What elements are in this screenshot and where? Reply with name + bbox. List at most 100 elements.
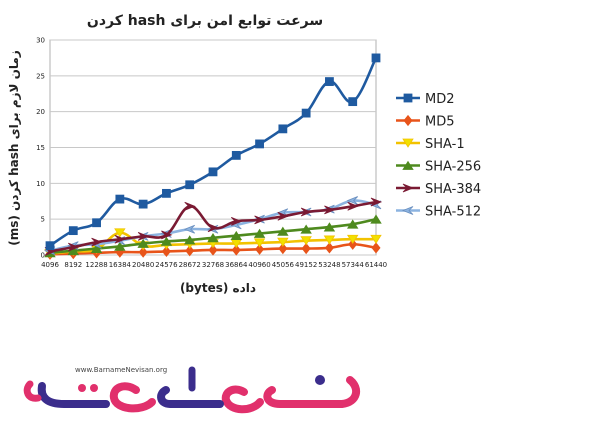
data-point xyxy=(324,205,336,215)
data-point xyxy=(371,242,381,254)
data-point xyxy=(255,243,265,255)
data-point xyxy=(160,236,173,246)
data-point xyxy=(114,234,126,244)
y-tick-label: 20 xyxy=(36,108,45,116)
data-point xyxy=(346,234,359,244)
x-tick-label: 20480 xyxy=(132,261,154,269)
x-tick-label: 4096 xyxy=(41,261,59,269)
grid-lines xyxy=(50,39,376,256)
data-point xyxy=(185,180,195,190)
chart-title: سرعت توابع امن برای hash کردن xyxy=(87,13,323,29)
series-layer xyxy=(43,53,383,260)
legend-item-sha-1: SHA-1 xyxy=(396,137,465,152)
series-sha-384 xyxy=(44,197,383,256)
data-point xyxy=(207,223,220,233)
data-point xyxy=(208,167,218,177)
data-point xyxy=(183,235,196,245)
data-point xyxy=(68,242,80,252)
chart: سرعت توابع امن برای hash کردن 0 5 10 15 20 25… xyxy=(7,13,481,295)
data-point xyxy=(92,218,101,228)
data-point xyxy=(323,235,336,245)
legend-item-sha-384: SHA-384 xyxy=(396,182,481,197)
legend-marker xyxy=(403,93,413,103)
y-axis-title: زمان لازم برای hash کردن (ms) xyxy=(7,50,22,246)
legend-label: SHA-384 xyxy=(425,182,481,197)
data-point xyxy=(91,237,103,247)
data-point xyxy=(162,188,171,198)
data-point xyxy=(208,244,218,256)
data-point xyxy=(300,224,312,234)
legend-marker xyxy=(401,206,414,215)
legend-item-md5: MD5 xyxy=(396,115,455,130)
x-tick-label: 49152 xyxy=(295,261,317,269)
data-point xyxy=(301,242,311,255)
x-tick-label: 24576 xyxy=(155,261,178,269)
data-point xyxy=(325,77,334,86)
data-point xyxy=(278,124,288,134)
x-tick-label: 53248 xyxy=(318,261,340,269)
legend-marker xyxy=(403,114,413,127)
data-point xyxy=(161,245,171,258)
data-point xyxy=(231,150,241,160)
data-point xyxy=(371,53,381,63)
data-point xyxy=(253,228,266,238)
data-point xyxy=(253,238,266,248)
legend-label: SHA-256 xyxy=(425,160,481,175)
data-point xyxy=(370,214,382,224)
x-tick-label: 61440 xyxy=(365,261,387,269)
y-tick-label: 30 xyxy=(36,37,45,45)
data-point xyxy=(68,226,78,236)
data-point xyxy=(114,241,126,251)
y-tick-label: 10 xyxy=(36,180,45,188)
data-point xyxy=(231,216,243,226)
data-point xyxy=(45,241,55,251)
data-point xyxy=(300,207,313,217)
data-point xyxy=(90,243,103,253)
data-point xyxy=(277,237,289,247)
data-point xyxy=(183,224,195,234)
x-tick-label: 45056 xyxy=(272,261,295,269)
data-point xyxy=(348,238,358,250)
legend-label: MD2 xyxy=(425,92,455,107)
x-tick-label: 32768 xyxy=(202,261,224,269)
data-point xyxy=(323,222,336,232)
data-point xyxy=(348,97,358,107)
y-tick-label: 5 xyxy=(41,216,45,224)
legend-marker xyxy=(402,138,414,148)
x-tick-label: 8192 xyxy=(64,261,82,269)
data-point xyxy=(114,228,126,238)
data-point xyxy=(254,215,266,225)
data-point xyxy=(347,201,359,211)
logo: www.BarnameNevisan.org xyxy=(23,366,361,414)
data-point xyxy=(277,211,289,221)
data-point xyxy=(67,245,80,256)
data-point xyxy=(138,246,148,258)
data-point xyxy=(207,233,219,243)
series-md2 xyxy=(45,53,381,251)
data-point xyxy=(370,197,383,207)
x-tick-label: 12288 xyxy=(85,261,107,269)
data-point xyxy=(137,231,150,241)
x-axis-ticks: 4096 8192 12288 16384 20480 24576 28672 32768 36… xyxy=(41,261,387,269)
legend-label: SHA-512 xyxy=(425,205,481,220)
data-point xyxy=(137,238,149,248)
data-point xyxy=(370,234,382,244)
data-point xyxy=(115,194,125,204)
data-point xyxy=(346,219,359,229)
logo-artwork xyxy=(23,366,361,414)
data-point xyxy=(255,139,264,149)
data-point xyxy=(230,230,243,241)
y-tick-label: 15 xyxy=(36,144,45,152)
legend-item-md2: MD2 xyxy=(396,92,455,107)
x-tick-label: 28672 xyxy=(179,261,201,269)
data-point xyxy=(184,201,196,211)
data-point xyxy=(300,236,312,246)
data-point xyxy=(324,242,334,254)
legend-marker xyxy=(402,160,414,170)
legend: MD2 MD5 SHA-1 SHA-256 SHA-384 SHA-512 xyxy=(396,92,481,220)
data-point xyxy=(301,108,311,118)
data-point xyxy=(231,244,241,256)
data-point xyxy=(138,199,148,209)
data-point xyxy=(161,230,173,240)
legend-item-sha-512: SHA-512 xyxy=(396,205,481,220)
